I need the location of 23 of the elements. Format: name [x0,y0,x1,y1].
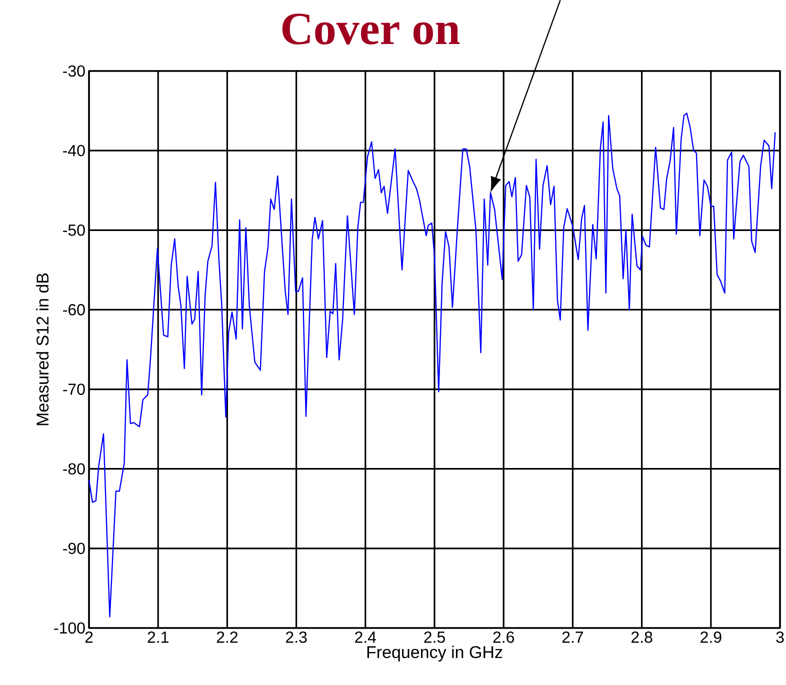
x-tick-label: 2.8 [631,632,652,643]
x-tick-label: 2.7 [562,632,584,643]
x-axis-title: Frequency in GHz [367,646,502,662]
x-tick-label: 2.4 [355,632,376,643]
x-tick-label: 2.3 [286,632,307,643]
chart-title: Cover on [282,14,460,44]
y-tick-label: -70 [63,384,85,395]
x-tick-label: 2.2 [216,632,238,643]
y-tick-label: -50 [63,224,85,236]
x-tick-label: 2.9 [700,632,722,643]
x-tick-label: 2.1 [148,632,168,643]
line-series [88,112,776,618]
y-tick-label: -60 [63,304,85,316]
x-tick-label: 2 [85,632,93,643]
x-tick-label: 2.5 [424,632,445,643]
y-tick-label: -80 [63,463,85,475]
x-tick-label: 3 [776,632,784,643]
y-tick-label: -40 [63,144,85,156]
y-tick-label: -90 [63,542,85,554]
y-tick-label: -100 [54,622,85,634]
y-axis-title: Measured S12 in dB [36,273,49,426]
y-tick-label: -30 [63,65,85,77]
x-tick-label: 2.6 [493,632,514,643]
